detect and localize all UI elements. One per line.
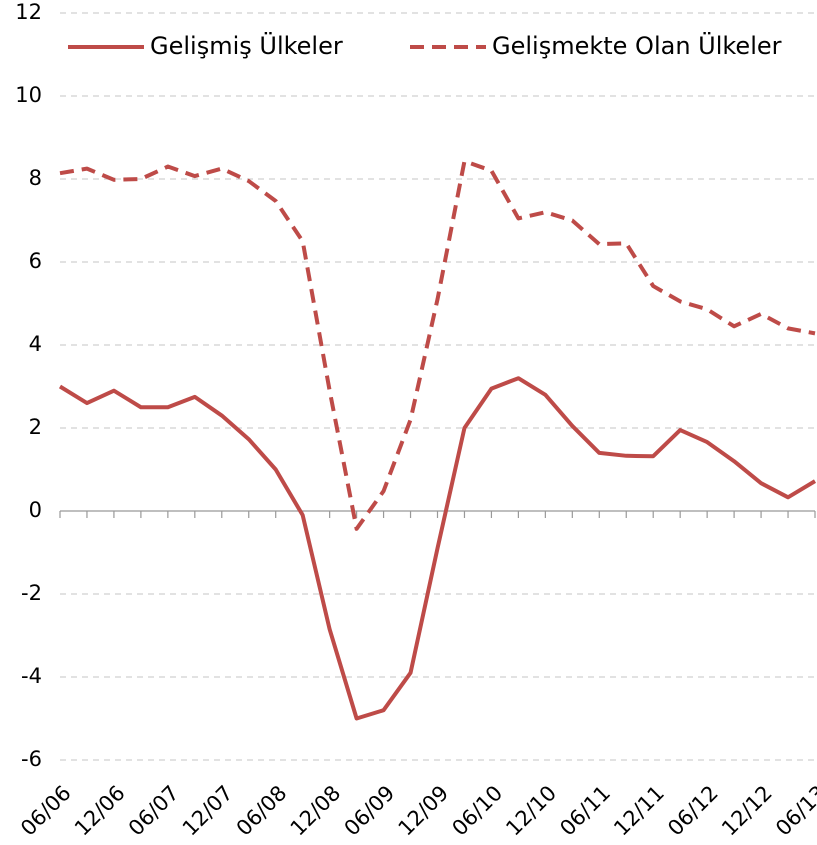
y-tick-label: 8 (29, 166, 42, 190)
y-tick-label: 10 (15, 83, 42, 107)
x-tick-label: 06/07 (124, 781, 184, 841)
y-tick-label: -6 (21, 747, 42, 771)
y-tick-label: 12 (15, 0, 42, 24)
y-tick-label: -4 (21, 664, 42, 688)
x-tick-label: 12/09 (394, 781, 454, 841)
y-tick-label: -2 (21, 581, 42, 605)
x-tick-label: 06/06 (16, 781, 76, 841)
series-line (58, 376, 817, 721)
x-tick-label: 12/12 (717, 781, 777, 841)
y-tick-label: 2 (29, 415, 42, 439)
x-tick-label: 06/11 (555, 781, 615, 841)
x-tick-label: 06/13 (771, 781, 817, 841)
x-tick-label: 06/10 (447, 781, 507, 841)
y-tick-label: 0 (29, 498, 42, 522)
y-tick-label: 6 (29, 249, 42, 273)
x-tick-label: 12/08 (286, 781, 346, 841)
legend-label: Gelişmiş Ülkeler (150, 31, 343, 60)
series-line (59, 159, 816, 531)
x-tick-label: 12/10 (501, 781, 561, 841)
x-tick-label: 12/11 (609, 781, 669, 841)
x-tick-label: 12/06 (70, 781, 130, 841)
y-tick-label: 4 (29, 332, 42, 356)
x-tick-label: 06/12 (663, 781, 723, 841)
legend-label: Gelişmekte Olan Ülkeler (492, 31, 782, 60)
x-tick-label: 06/09 (340, 781, 400, 841)
x-tick-label: 06/08 (232, 781, 292, 841)
x-tick-label: 12/07 (178, 781, 238, 841)
